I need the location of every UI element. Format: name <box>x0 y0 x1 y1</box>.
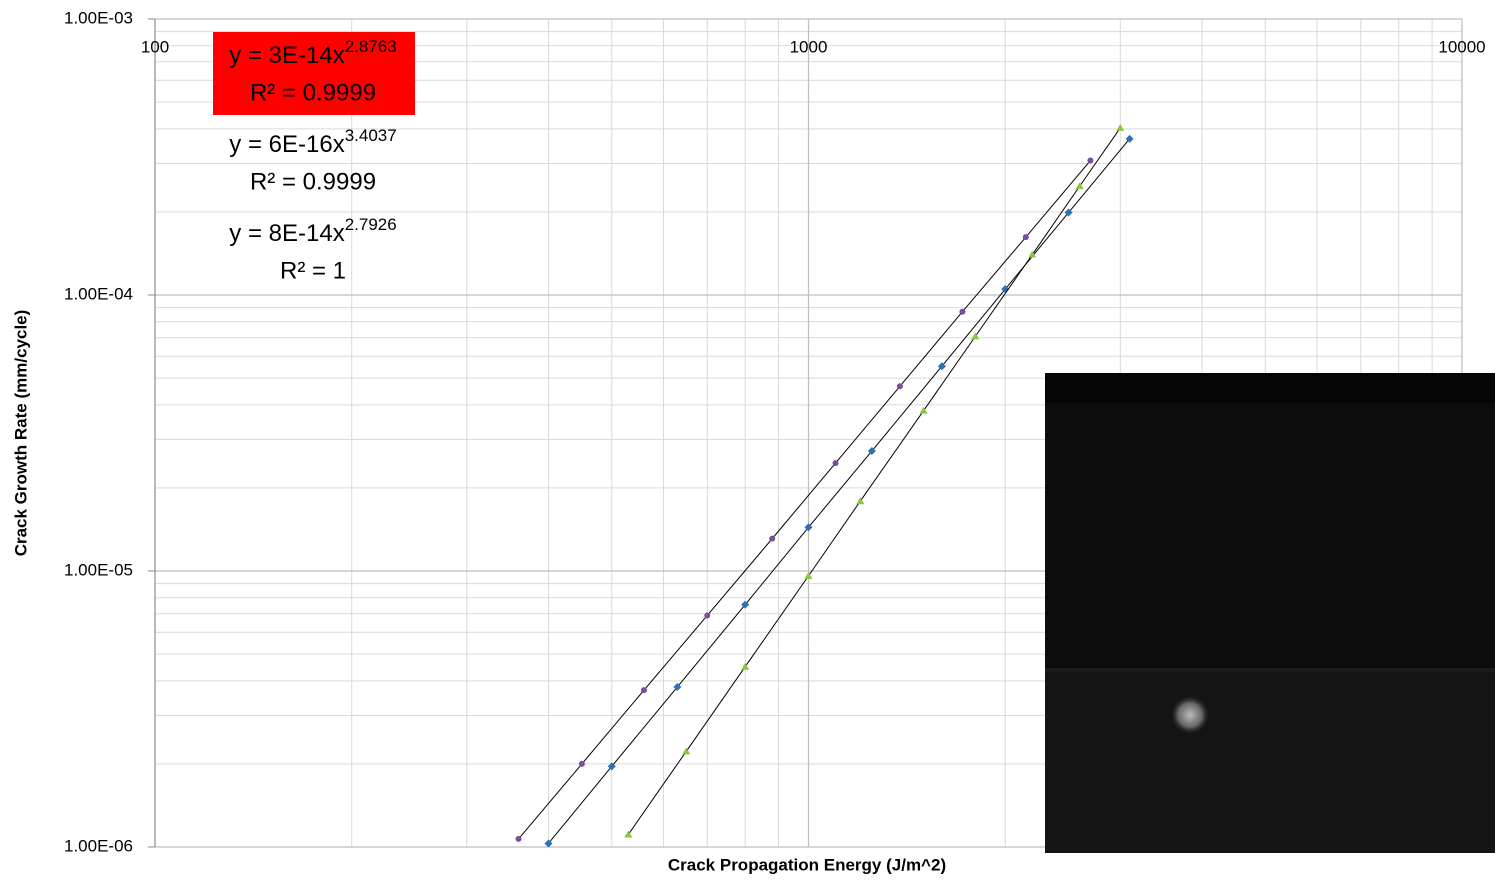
trendline <box>627 127 1121 835</box>
y-tick-label: 1.00E-03 <box>64 8 133 27</box>
data-point <box>804 571 813 579</box>
overlay-band <box>1045 668 1495 672</box>
overlay-spot <box>1170 695 1210 735</box>
data-point <box>804 523 813 532</box>
x-tick-label: 10000 <box>1438 37 1485 56</box>
overlay-band <box>1045 373 1495 403</box>
plot <box>515 123 1134 848</box>
equation-exponent: 3.4037 <box>345 126 397 145</box>
data-point <box>856 497 865 505</box>
data-point <box>607 762 616 771</box>
trendline <box>518 160 1091 840</box>
data-point <box>1022 234 1029 241</box>
x-tick-label: 100 <box>141 37 169 56</box>
data-point <box>1075 182 1084 190</box>
r-squared: R² = 1 <box>280 257 346 284</box>
y-tick-label: 1.00E-06 <box>64 836 133 855</box>
equation: y = 8E-14x2.7926 <box>229 215 396 247</box>
data-point <box>959 308 966 315</box>
data-point <box>544 839 553 848</box>
data-point <box>832 460 839 467</box>
trendline <box>548 138 1130 844</box>
y-axis-label: Crack Growth Rate (mm/cycle) <box>11 310 30 557</box>
data-point <box>741 600 750 609</box>
data-point <box>896 383 903 390</box>
equation-highlight <box>213 32 415 115</box>
data-point <box>515 835 522 842</box>
equation-text: y = 8E-14x <box>229 220 344 247</box>
y-tick-label: 1.00E-04 <box>64 284 133 303</box>
data-point <box>937 362 946 371</box>
x-axis-label: Crack Propagation Energy (J/m^2) <box>668 855 946 874</box>
data-point <box>624 830 633 838</box>
data-point <box>673 682 682 691</box>
r-squared: R² = 0.9999 <box>250 168 376 195</box>
data-point <box>1087 157 1094 164</box>
camera-overlay <box>1045 373 1495 853</box>
data-point <box>1064 208 1073 217</box>
overlay-band <box>1045 672 1495 853</box>
equation-text: y = 3E-14x <box>229 42 344 69</box>
data-point <box>1116 123 1125 131</box>
equation: y = 3E-14x2.8763 <box>229 37 396 69</box>
annotations: y = 3E-14x2.8763 R² = 0.9999 y = 6E-16x3.4… <box>213 32 415 284</box>
equation: y = 6E-16x3.4037 <box>229 126 396 158</box>
data-point <box>971 332 980 340</box>
equation-exponent: 2.8763 <box>345 37 397 56</box>
data-point <box>682 747 691 755</box>
data-point <box>1125 134 1134 143</box>
y-tick-label: 1.00E-05 <box>64 560 133 579</box>
data-point <box>704 612 711 619</box>
data-point <box>578 760 585 767</box>
data-point <box>769 535 776 542</box>
data-point <box>867 447 876 456</box>
data-point <box>1028 250 1037 258</box>
data-point <box>640 687 647 694</box>
r-squared: R² = 0.9999 <box>250 79 376 106</box>
data-point <box>741 662 750 670</box>
data-point <box>919 406 928 414</box>
x-tick-label: 1000 <box>790 37 828 56</box>
equation-text: y = 6E-16x <box>229 131 344 158</box>
equation-exponent: 2.7926 <box>345 215 397 234</box>
